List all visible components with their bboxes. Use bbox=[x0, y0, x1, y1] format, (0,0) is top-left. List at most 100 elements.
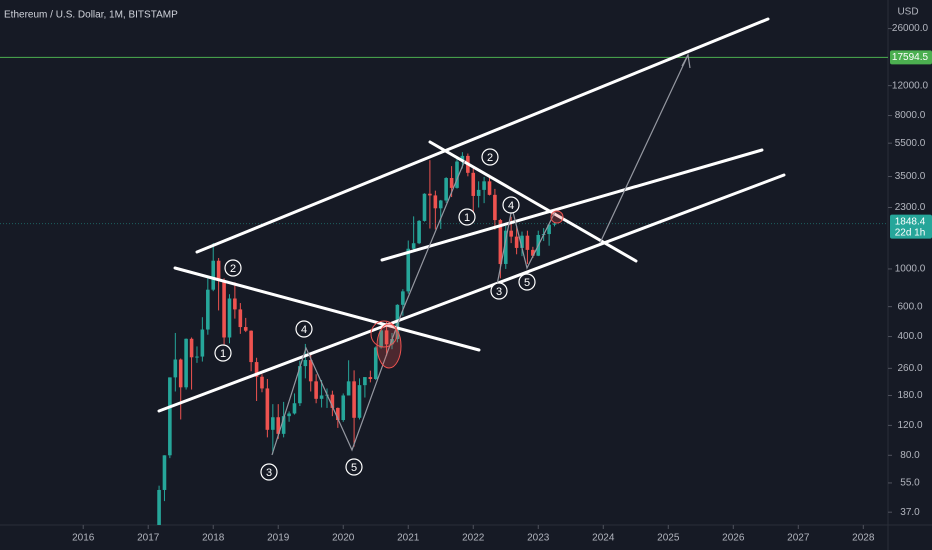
candle-body bbox=[319, 395, 324, 399]
x-tick-label: 2022 bbox=[462, 533, 485, 544]
candle-body bbox=[547, 224, 551, 235]
candle-body bbox=[433, 195, 438, 209]
candle-body bbox=[303, 360, 308, 367]
candle-body bbox=[233, 298, 237, 310]
candle-body bbox=[428, 193, 432, 196]
y-tick-label: 8000.0 bbox=[895, 110, 926, 121]
candle-body bbox=[520, 235, 524, 248]
candle-body bbox=[336, 407, 340, 421]
x-tick-label: 2016 bbox=[72, 533, 95, 544]
projection-arrow bbox=[599, 54, 689, 244]
y-tick-label: 400.0 bbox=[897, 331, 922, 342]
candle-body bbox=[509, 230, 513, 237]
candle-body bbox=[455, 161, 459, 188]
candle-body bbox=[552, 223, 557, 225]
candle-body bbox=[200, 329, 205, 357]
wave-circle bbox=[295, 320, 313, 338]
x-tick-label: 2020 bbox=[332, 533, 355, 544]
candle-body bbox=[363, 377, 367, 386]
candle-body bbox=[493, 194, 497, 221]
trend-line bbox=[195, 17, 770, 254]
candle-body bbox=[276, 417, 281, 434]
wave-labels: 2 1 4 3 5 1 2 4 3 5 bbox=[214, 148, 536, 481]
wave-path bbox=[496, 207, 556, 286]
candle-body bbox=[206, 289, 210, 330]
candle-body bbox=[298, 366, 302, 404]
trend-line bbox=[173, 266, 481, 352]
candle-body bbox=[406, 248, 411, 292]
y-unit: USD bbox=[897, 7, 918, 18]
wave-circle bbox=[458, 208, 476, 226]
candle-body bbox=[243, 327, 248, 331]
candle-body bbox=[482, 181, 486, 190]
candle-body bbox=[173, 359, 178, 378]
x-tick-label: 2027 bbox=[787, 533, 810, 544]
y-tick-label: 55.0 bbox=[900, 478, 920, 489]
y-tick-label: 2300.0 bbox=[895, 202, 926, 213]
wave-label: 1 bbox=[464, 212, 470, 224]
wave-label: 1 bbox=[220, 348, 226, 360]
candle-body bbox=[476, 189, 481, 196]
candle-body bbox=[281, 416, 286, 434]
candle-body bbox=[422, 193, 427, 221]
candle-body bbox=[525, 235, 530, 250]
wave-label: 5 bbox=[351, 462, 357, 474]
candle-body bbox=[438, 200, 443, 209]
x-tick-label: 2017 bbox=[137, 533, 160, 544]
wave-circle bbox=[214, 344, 232, 362]
candle-body bbox=[189, 338, 194, 358]
candle-body bbox=[411, 243, 416, 249]
y-tick-label: 37.0 bbox=[900, 507, 920, 518]
y-tick-label: 5500.0 bbox=[895, 138, 926, 149]
level-badge bbox=[890, 50, 932, 65]
candle-body bbox=[352, 381, 356, 418]
countdown: 22d 1h bbox=[895, 227, 926, 238]
candle-body bbox=[162, 455, 167, 490]
wave-label: 2 bbox=[487, 152, 493, 164]
wave-circle bbox=[518, 273, 536, 291]
x-tick-label: 2026 bbox=[722, 533, 745, 544]
candle-body bbox=[157, 489, 161, 525]
y-tick-label: 260.0 bbox=[897, 363, 922, 374]
trend-line bbox=[157, 173, 786, 413]
wave-label: 5 bbox=[524, 277, 530, 289]
candle-body bbox=[287, 413, 291, 417]
wave-label: 4 bbox=[301, 324, 307, 336]
y-tick-label: 1000.0 bbox=[895, 264, 926, 275]
candle-body bbox=[195, 356, 199, 358]
candle-body bbox=[222, 280, 226, 338]
price-badge bbox=[890, 214, 932, 239]
x-tick-label: 2024 bbox=[592, 533, 615, 544]
candle-body bbox=[444, 178, 448, 201]
candle-body bbox=[401, 291, 405, 305]
candle-body bbox=[227, 298, 232, 338]
y-tick-label: 12000.0 bbox=[892, 80, 929, 91]
wave-label: 2 bbox=[230, 263, 236, 275]
wave-label: 4 bbox=[508, 200, 514, 212]
price-label: 1848.4 bbox=[895, 216, 926, 227]
candle-body bbox=[260, 376, 264, 389]
candle-body bbox=[216, 260, 221, 281]
wave-circle bbox=[224, 259, 242, 277]
candle-body bbox=[341, 395, 346, 421]
wave-circle bbox=[490, 282, 508, 300]
highlight bbox=[550, 210, 564, 224]
wave-circle bbox=[345, 458, 363, 476]
y-tick-label: 180.0 bbox=[897, 390, 922, 401]
x-tick-label: 2019 bbox=[267, 533, 290, 544]
x-tick-label: 2021 bbox=[397, 533, 420, 544]
candle-body bbox=[390, 338, 394, 345]
candle-body bbox=[449, 178, 454, 188]
candle-body bbox=[292, 403, 297, 414]
wave-circle bbox=[260, 463, 278, 481]
candle-body bbox=[178, 359, 183, 388]
x-tick-label: 2018 bbox=[202, 533, 225, 544]
candle-body bbox=[379, 330, 383, 348]
candle-body bbox=[487, 181, 492, 195]
y-tick-label: 3500.0 bbox=[895, 171, 926, 182]
candle-body bbox=[503, 230, 508, 264]
candle-body bbox=[271, 417, 275, 430]
candle-body bbox=[314, 381, 318, 399]
chart-title: Ethereum / U.S. Dollar, 1M, BITSTAMP bbox=[4, 10, 178, 21]
